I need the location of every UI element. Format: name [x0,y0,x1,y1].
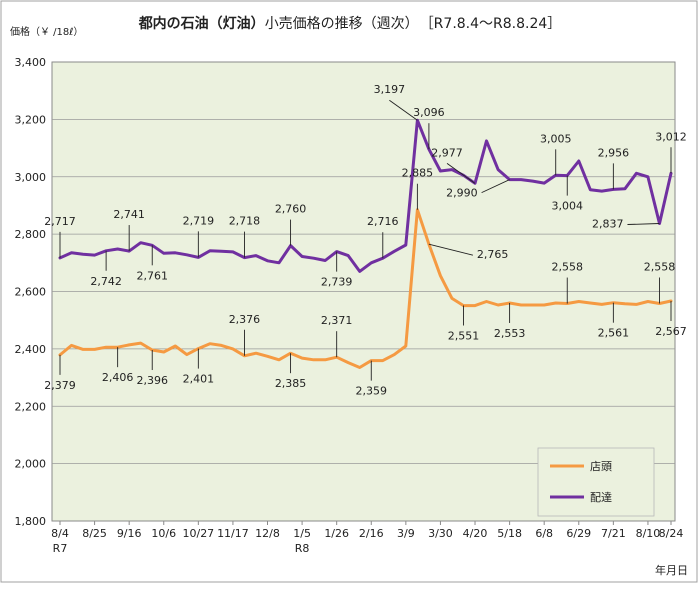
data-label: 2,379 [44,379,76,392]
x-tick-label: 6/29 [566,527,591,540]
y-tick-label: 2,800 [15,228,47,241]
data-label-leader [428,243,474,256]
data-label-leader [481,179,510,194]
x-tick-label: 9/16 [117,527,142,540]
x-tick-label: 11/17 [217,527,249,540]
x-tick-era-label: R7 [53,542,68,555]
data-label: 2,717 [44,215,76,228]
x-tick-label: 8/10 [636,527,661,540]
data-label: 2,371 [321,314,353,327]
x-tick-label: 4/20 [463,527,488,540]
y-tick-label: 2,400 [15,343,47,356]
x-tick-labels: 8/4 R7 8/25 9/16 10/6 10/27 11/17 12/8 1/5 R8 1/26… [51,521,683,555]
data-label-leader [446,162,476,184]
chart-title-range: ［R7.8.4～R8.8.24］ [427,16,562,32]
data-label: 2,401 [183,373,215,386]
chart-title-rest: 小売価格の推移（週次） [265,16,419,32]
x-tick-label: 1/5 [293,527,311,540]
data-label: 2,561 [598,327,630,340]
y-tick-labels: 1,800 2,000 2,200 2,400 2,600 2,800 3,000 3,200… [15,56,47,528]
data-label: 2,553 [494,327,526,340]
data-label: 2,558 [551,261,583,274]
data-label: 2,567 [655,325,687,338]
y-tick-label: 2,600 [15,286,47,299]
x-tick-label: 8/4 [51,527,69,540]
x-tick-label: 2/16 [359,527,384,540]
data-label: 2,837 [592,218,624,231]
x-tick-label: 8/24 [659,527,684,540]
x-tick-label: 3/30 [428,527,453,540]
legend-label: 配達 [590,491,612,504]
data-label: 2,359 [356,385,388,398]
data-label: 3,096 [413,106,445,119]
data-label: 2,716 [367,215,399,228]
x-tick-label: 6/8 [535,527,553,540]
series-line-store [58,208,673,369]
data-label: 2,376 [229,313,261,326]
x-tick-label: 10/27 [182,527,214,540]
data-label: 2,385 [275,377,307,390]
data-label: 2,558 [644,261,676,274]
data-label: 2,990 [446,187,478,200]
data-label: 3,004 [551,200,583,213]
grid-lines [52,118,675,465]
x-tick-label: 1/26 [324,527,349,540]
chart-title-bold: 都内の石油（灯油） [138,15,265,32]
x-tick-label: 7/21 [601,527,626,540]
x-tick-era-label: R8 [295,542,310,555]
y-axis-label: 価格（￥ /18ℓ） [10,25,83,38]
x-tick-label: 10/6 [151,527,176,540]
x-tick-label: 3/9 [397,527,415,540]
data-label: 2,765 [477,248,509,261]
data-labels: 2,717 2,742 2,741 2,761 2,719 2,718 2,760 2,739… [44,83,687,397]
data-label: 2,551 [448,330,480,343]
data-label: 3,005 [540,132,572,145]
data-label: 2,742 [90,275,122,288]
y-tick-label: 3,000 [15,171,47,184]
data-label: 2,761 [136,269,168,282]
x-tick-label: 8/25 [82,527,107,540]
data-label: 2,719 [183,214,215,227]
y-tick-label: 3,400 [15,56,47,69]
chart-title: 都内の石油（灯油）小売価格の推移（週次） ［R7.8.4～R8.8.24］ [138,15,562,32]
legend-label: 店頭 [590,459,612,473]
data-label: 3,012 [655,130,687,143]
data-label-leader [389,99,418,121]
data-label: 3,197 [374,83,406,96]
data-label: 2,977 [431,146,463,159]
data-label: 2,760 [275,203,307,216]
y-tick-label: 3,200 [15,113,47,126]
series-lines [58,118,673,369]
y-tick-label: 2,200 [15,400,47,413]
y-tick-label: 2,000 [15,458,47,471]
legend-box [537,447,655,517]
data-label: 2,406 [102,371,134,384]
data-label: 2,396 [136,374,168,387]
series-line-delivery [58,118,673,273]
data-label: 2,741 [113,208,145,221]
data-label: 2,885 [402,167,434,180]
data-label: 2,956 [598,146,630,159]
y-tick-label: 1,800 [15,515,47,528]
x-axis-label: 年月日 [655,563,688,577]
x-tick-label: 5/18 [497,527,522,540]
data-label: 2,718 [229,215,261,228]
x-tick-label: 12/8 [255,527,280,540]
data-label-leader [627,223,660,225]
data-label: 2,739 [321,276,353,289]
